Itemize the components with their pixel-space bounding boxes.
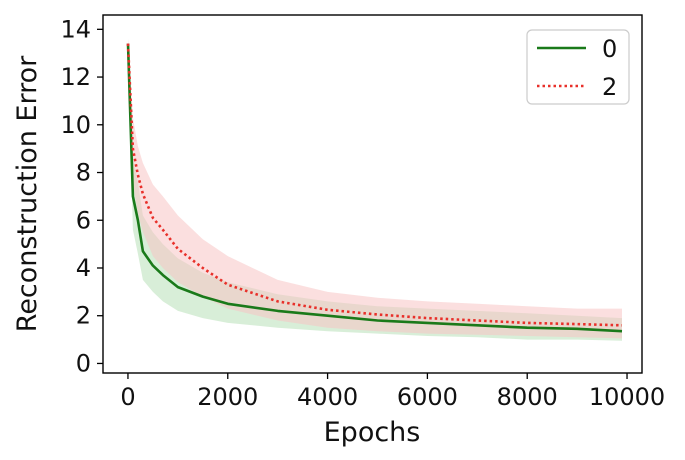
y-axis-title: Reconstruction Error: [12, 55, 43, 332]
y-tick-label: 8: [76, 159, 91, 187]
legend: 0 2: [526, 29, 630, 105]
y-tick-label: 6: [76, 206, 91, 234]
line-series-2: [126, 43, 623, 327]
x-axis-ticks: 0 2000 4000 6000 8000 10000: [120, 373, 665, 411]
x-tick-label: 4000: [297, 383, 358, 411]
y-tick-label: 4: [76, 254, 91, 282]
y-tick-label: 10: [60, 111, 91, 139]
band-series-2: [128, 38, 622, 339]
axes-frame: [102, 14, 643, 374]
confidence-bands: [128, 38, 622, 341]
x-tick-label: 8000: [497, 383, 558, 411]
x-tick-label: 6000: [397, 383, 458, 411]
line-series-0: [126, 43, 623, 333]
legend-label-0: 0: [602, 35, 617, 63]
y-tick-label: 0: [76, 349, 91, 377]
y-axis-ticks: 0 2 4 6 8 10 12 14: [60, 15, 103, 377]
x-tick-label: 0: [120, 383, 135, 411]
series-lines: [126, 43, 623, 333]
y-tick-label: 2: [76, 302, 91, 330]
plot-area: [102, 14, 643, 374]
legend-label-1: 2: [602, 73, 617, 101]
y-tick-label: 14: [60, 15, 91, 43]
y-tick-label: 12: [60, 63, 91, 91]
x-tick-label: 10000: [589, 383, 665, 411]
x-axis-title: Epochs: [324, 417, 421, 448]
x-tick-label: 2000: [197, 383, 258, 411]
